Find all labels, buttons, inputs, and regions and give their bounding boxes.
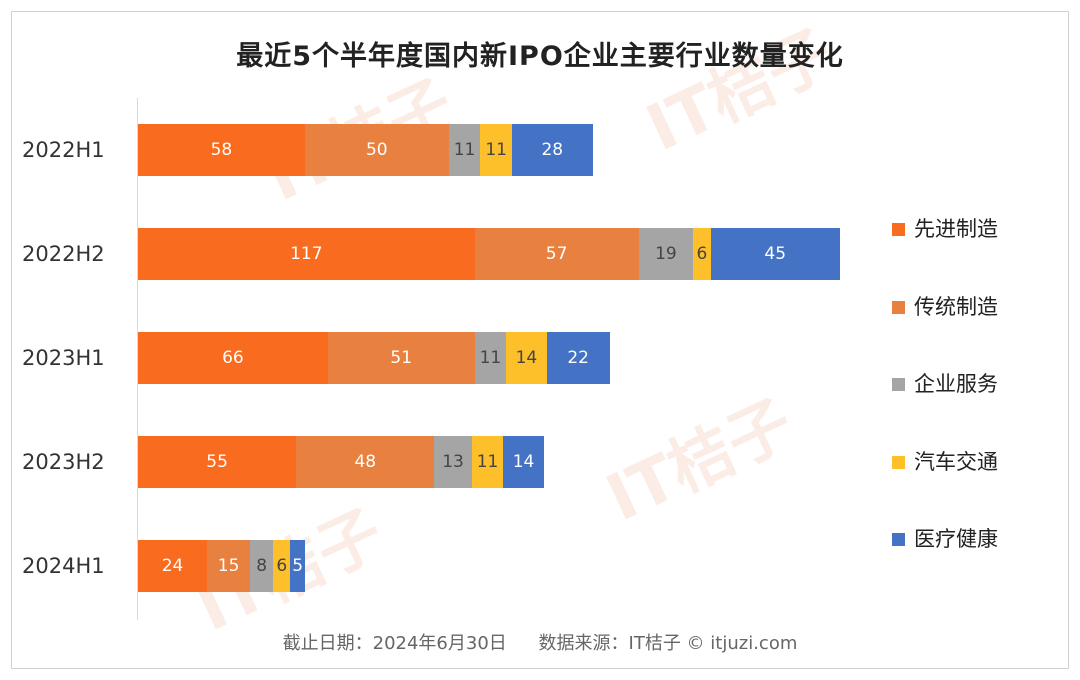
data-label: 11 (485, 140, 507, 160)
data-label: 8 (256, 556, 268, 576)
chart-title: 最近5个半年度国内新IPO企业主要行业数量变化 (236, 41, 844, 72)
footer-date: 截止日期：2024年6月30日 (282, 633, 507, 654)
bar-segment (471, 436, 504, 488)
bar-segment (250, 540, 274, 592)
footer-source: 数据来源：IT桔子 © itjuzi.com (538, 633, 798, 654)
footer: 截止日期：2024年6月30日 数据来源：IT桔子 © itjuzi.com (0, 629, 1080, 655)
bar-segment (138, 124, 305, 176)
bar-segment (506, 332, 547, 384)
legend-swatch (892, 533, 905, 546)
bar-segment (710, 228, 840, 280)
bar-segment (138, 228, 475, 280)
data-label: 6 (696, 244, 708, 264)
data-label: 22 (567, 348, 589, 368)
bar-segment (273, 540, 291, 592)
category-label: 2024H1 (22, 554, 105, 578)
bar-segment (480, 124, 512, 176)
data-label: 14 (512, 452, 535, 472)
data-label: 58 (210, 140, 233, 160)
data-label: 28 (541, 140, 564, 160)
bar-segment (474, 228, 639, 280)
legend-swatch (892, 223, 905, 236)
data-label: 66 (222, 348, 244, 368)
data-label: 14 (515, 348, 538, 368)
category-label: 2023H2 (22, 450, 105, 474)
category-label: 2022H1 (22, 138, 105, 162)
data-label: 13 (442, 452, 464, 472)
data-label: 19 (655, 244, 677, 264)
data-label: 57 (545, 244, 568, 264)
category-label: 2022H2 (22, 242, 105, 266)
legend-label: 传统制造 (914, 294, 998, 319)
data-label: 6 (276, 556, 288, 576)
category-label: 2023H1 (22, 346, 105, 370)
category-axis-line (137, 98, 138, 620)
bar-segment (304, 124, 449, 176)
bar-segment (290, 540, 305, 592)
bar-segment (512, 124, 593, 176)
bar-segment (138, 332, 328, 384)
bar-segment (448, 124, 481, 176)
bar-segment (434, 436, 472, 488)
data-label: 45 (764, 244, 787, 264)
data-label: 50 (365, 140, 388, 160)
data-label: 11 (453, 140, 476, 160)
legend-swatch (892, 300, 905, 314)
data-label: 5 (292, 556, 304, 576)
bar-segment (474, 332, 507, 384)
bar-segment (693, 228, 711, 280)
data-label: 11 (476, 452, 499, 472)
legend-label: 先进制造 (914, 217, 998, 241)
data-label: 15 (217, 556, 240, 576)
data-label: 51 (390, 348, 413, 368)
bar-segment (638, 228, 694, 280)
bar-segment (207, 540, 251, 592)
legend-swatch (892, 455, 905, 469)
data-label: 48 (354, 452, 377, 472)
data-label: 55 (206, 452, 228, 472)
bar-segment (503, 436, 544, 488)
bar-segment (327, 332, 475, 384)
data-label: 24 (161, 556, 184, 576)
legend-swatch (892, 378, 905, 391)
legend-label: 企业服务 (914, 372, 998, 396)
bar-segment (138, 540, 208, 592)
bar-segment (138, 436, 297, 488)
legend-label: 汽车交通 (914, 449, 998, 474)
legend-label: 医疗健康 (914, 527, 998, 551)
data-label: 11 (479, 348, 502, 368)
bar-segment (296, 436, 435, 488)
bar-segment (546, 332, 610, 384)
data-label: 117 (290, 244, 323, 264)
